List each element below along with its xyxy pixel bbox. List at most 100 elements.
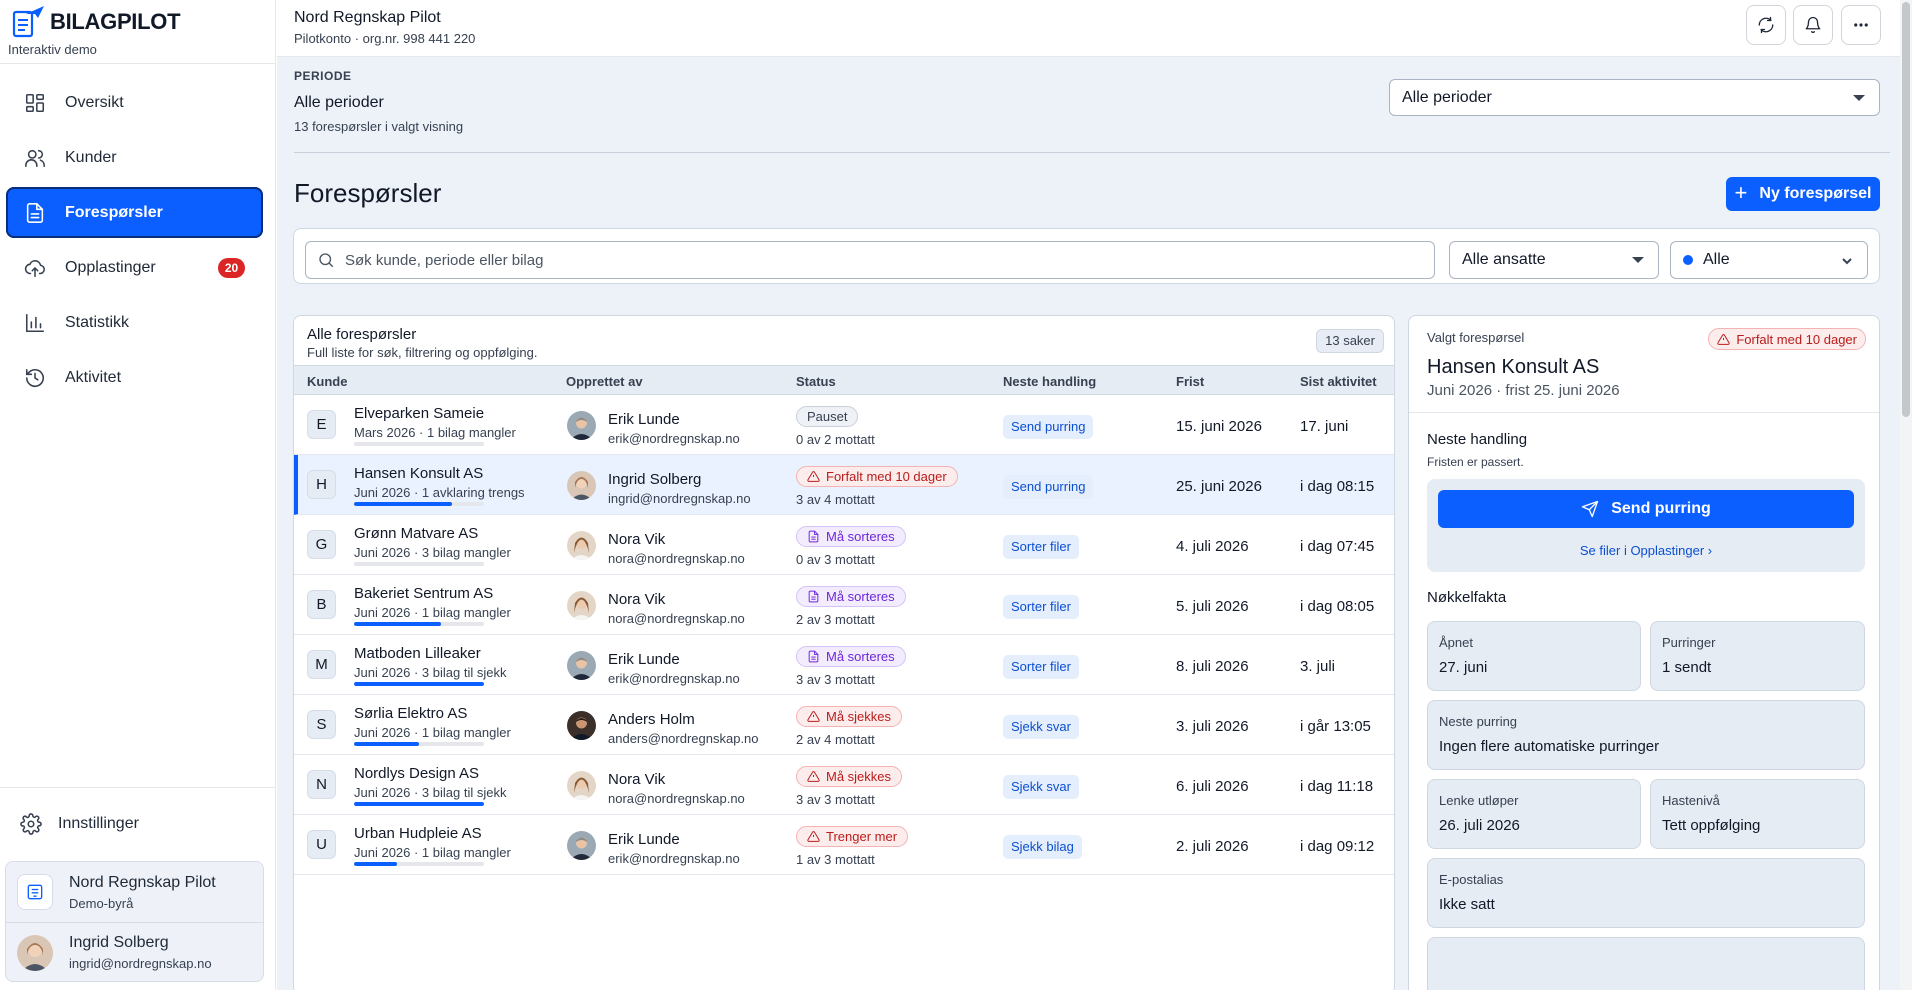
column-header[interactable]: Status xyxy=(796,374,836,389)
avatar xyxy=(567,411,596,440)
table-row[interactable]: S Sørlia Elektro AS Juni 2026 · 1 bilag ma… xyxy=(294,695,1394,755)
nav-label: Aktivitet xyxy=(65,368,122,386)
refresh-button[interactable] xyxy=(1746,5,1786,45)
settings-label: Innstillinger xyxy=(58,815,139,832)
column-header[interactable]: Opprettet av xyxy=(566,374,643,389)
customer-name[interactable]: Matboden Lilleaker xyxy=(354,645,481,662)
next-action-button[interactable]: Sorter filer xyxy=(1003,535,1079,559)
org-subtitle: Pilotkonto · org.nr. 998 441 220 xyxy=(294,31,476,46)
nav-item-oversikt[interactable]: Oversikt xyxy=(6,77,263,128)
nav-item-opplastinger[interactable]: Opplastinger 20 xyxy=(6,242,263,293)
fact-label: Neste purring xyxy=(1439,714,1518,729)
next-action-button[interactable]: Sjekk svar xyxy=(1003,715,1079,739)
settings-link[interactable]: Innstillinger xyxy=(20,813,139,835)
column-header[interactable]: Kunde xyxy=(307,374,348,389)
refresh-icon xyxy=(1758,16,1774,34)
brand-logo[interactable]: BILAGPILOT xyxy=(8,4,181,40)
page-scrollbar[interactable] xyxy=(1900,0,1912,990)
customer-meta: Juni 2026 · 1 avklaring trengs xyxy=(354,485,525,500)
fact-label: Åpnet xyxy=(1439,635,1473,650)
creator-name: Anders Holm xyxy=(608,711,695,728)
more-button[interactable] xyxy=(1841,5,1881,45)
gear-icon xyxy=(20,813,42,835)
column-header[interactable]: Sist aktivitet xyxy=(1300,374,1377,389)
fact-value: Ikke satt xyxy=(1439,896,1495,913)
table-row[interactable]: N Nordlys Design AS Juni 2026 · 3 bilag ti… xyxy=(294,755,1394,815)
org-account[interactable]: Nord Regnskap Pilot Demo-byrå xyxy=(6,862,263,922)
table-row[interactable]: M Matboden Lilleaker Juni 2026 · 3 bilag t… xyxy=(294,635,1394,695)
status-select[interactable]: Alle xyxy=(1670,241,1868,279)
more-icon xyxy=(1854,23,1868,27)
customer-name[interactable]: Grønn Matvare AS xyxy=(354,525,479,542)
request-list: Alle forespørsler Full liste for søk, fi… xyxy=(293,315,1395,990)
avatar xyxy=(567,591,596,620)
table-row[interactable]: E Elveparken Sameie Mars 2026 · 1 bilag ma… xyxy=(294,395,1394,455)
send-reminder-button[interactable]: Send purring xyxy=(1438,490,1854,528)
last-activity: i dag 08:15 xyxy=(1300,478,1375,495)
column-header[interactable]: Frist xyxy=(1176,374,1205,389)
column-header[interactable]: Neste handling xyxy=(1003,374,1097,389)
divider xyxy=(1409,412,1879,413)
customer-name[interactable]: Nordlys Design AS xyxy=(354,765,480,782)
creator-email: erik@nordregnskap.no xyxy=(608,671,740,686)
nav-item-statistikk[interactable]: Statistikk xyxy=(6,297,263,348)
search-input[interactable] xyxy=(345,251,1345,269)
chevron-down-icon xyxy=(1632,257,1644,263)
period-select[interactable]: Alle perioder xyxy=(1389,79,1880,116)
notifications-button[interactable] xyxy=(1793,5,1833,45)
nav-item-foresporsler[interactable]: Forespørsler xyxy=(6,187,263,238)
document-icon xyxy=(26,202,44,223)
last-activity: i dag 08:05 xyxy=(1300,598,1375,615)
nav-label: Statistikk xyxy=(65,313,130,331)
table-row[interactable]: H Hansen Konsult AS Juni 2026 · 1 avklarin… xyxy=(294,455,1394,515)
see-files-link[interactable]: Se filer i Opplastinger › xyxy=(1579,543,1713,558)
customer-name[interactable]: Urban Hudpleie AS xyxy=(354,825,482,842)
customer-name[interactable]: Elveparken Sameie xyxy=(354,405,485,422)
search-box[interactable] xyxy=(305,241,1435,279)
creator-email: ingrid@nordregnskap.no xyxy=(608,491,751,506)
due-date: 25. juni 2026 xyxy=(1176,478,1262,495)
user-account[interactable]: Ingrid Solberg ingrid@nordregnskap.no xyxy=(6,922,263,981)
avatar xyxy=(567,651,596,680)
file-icon xyxy=(808,530,819,543)
new-request-label: Ny forespørsel xyxy=(1759,185,1872,202)
next-action-box: Send purring Se filer i Opplastinger › xyxy=(1427,479,1865,572)
customer-meta: Juni 2026 · 3 bilag mangler xyxy=(354,545,511,560)
received-count: 2 av 4 mottatt xyxy=(796,732,875,747)
list-subtitle: Full liste for søk, filtrering og oppføl… xyxy=(307,345,538,360)
divider xyxy=(294,152,1890,153)
fact-next-reminder: Neste purring Ingen flere automatiske pu… xyxy=(1427,700,1865,770)
scrollbar-thumb[interactable] xyxy=(1902,2,1910,417)
received-count: 1 av 3 mottatt xyxy=(796,852,875,867)
table-row[interactable]: B Bakeriet Sentrum AS Juni 2026 · 1 bilag … xyxy=(294,575,1394,635)
customer-name[interactable]: Bakeriet Sentrum AS xyxy=(354,585,494,602)
detail-label: Valgt forespørsel xyxy=(1427,330,1525,345)
employee-select-value: Alle ansatte xyxy=(1462,251,1546,268)
customer-name[interactable]: Hansen Konsult AS xyxy=(354,465,484,482)
table-row[interactable]: U Urban Hudpleie AS Juni 2026 · 1 bilag ma… xyxy=(294,815,1394,875)
next-action-button[interactable]: Send purring xyxy=(1003,415,1094,439)
fact-label: E-postalias xyxy=(1439,872,1504,887)
status-badge: Må sjekkes xyxy=(796,706,903,727)
next-action-button[interactable]: Sjekk svar xyxy=(1003,775,1079,799)
nav-item-kunder[interactable]: Kunder xyxy=(6,132,263,183)
next-action-button[interactable]: Sjekk bilag xyxy=(1003,835,1082,859)
next-action-button[interactable]: Sorter filer xyxy=(1003,595,1079,619)
history-icon xyxy=(25,368,45,387)
customer-name[interactable]: Sørlia Elektro AS xyxy=(354,705,468,722)
warning-icon xyxy=(807,471,820,482)
creator-name: Ingrid Solberg xyxy=(608,471,702,488)
due-date: 6. juli 2026 xyxy=(1176,778,1249,795)
file-icon xyxy=(808,590,819,603)
next-action-button[interactable]: Sorter filer xyxy=(1003,655,1079,679)
table-row[interactable]: G Grønn Matvare AS Juni 2026 · 3 bilag man… xyxy=(294,515,1394,575)
employee-select[interactable]: Alle ansatte xyxy=(1449,241,1659,279)
status-dot-icon xyxy=(1683,255,1693,265)
send-reminder-label: Send purring xyxy=(1611,500,1711,517)
customer-initial: B xyxy=(307,590,336,619)
new-request-button[interactable]: + Ny forespørsel xyxy=(1726,177,1880,211)
next-action-button[interactable]: Send purring xyxy=(1003,475,1094,499)
top-bar: Nord Regnskap Pilot Pilotkonto · org.nr.… xyxy=(277,0,1900,57)
nav-item-aktivitet[interactable]: Aktivitet xyxy=(6,352,263,403)
account-switcher: Nord Regnskap Pilot Demo-byrå Ingrid Sol… xyxy=(5,861,264,982)
